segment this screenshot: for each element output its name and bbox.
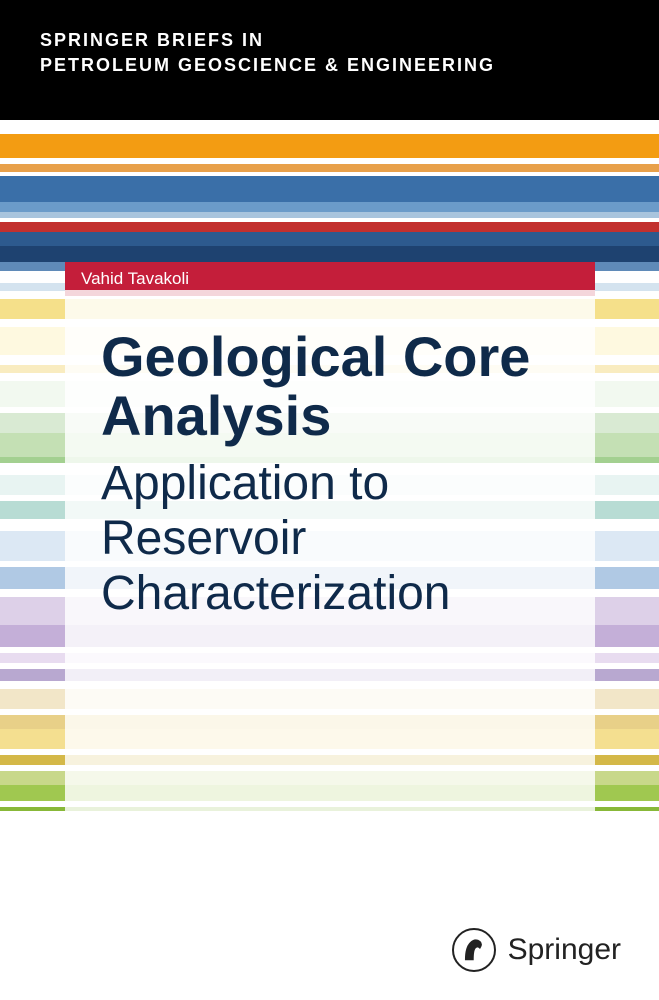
springer-horse-icon (452, 928, 496, 972)
stripe (0, 134, 659, 158)
series-line-2: PETROLEUM GEOSCIENCE & ENGINEERING (40, 55, 619, 76)
publisher-name: Springer (508, 933, 621, 967)
stripe (0, 246, 659, 262)
publisher-block: Springer (452, 928, 621, 972)
book-subtitle: Application to Reservoir Characterizatio… (101, 456, 559, 622)
stripe (0, 202, 659, 212)
series-line-1: SPRINGER BRIEFS IN (40, 30, 619, 51)
author-name: Vahid Tavakoli (81, 269, 189, 289)
title-box: Geological Core Analysis Application to … (65, 290, 595, 860)
book-title: Geological Core Analysis (101, 328, 559, 446)
stripe (0, 120, 659, 134)
series-header: SPRINGER BRIEFS IN PETROLEUM GEOSCIENCE … (0, 0, 659, 120)
stripe (0, 164, 659, 172)
book-cover: SPRINGER BRIEFS IN PETROLEUM GEOSCIENCE … (0, 0, 659, 1000)
stripe (0, 176, 659, 202)
stripe (0, 232, 659, 246)
stripe (0, 222, 659, 232)
